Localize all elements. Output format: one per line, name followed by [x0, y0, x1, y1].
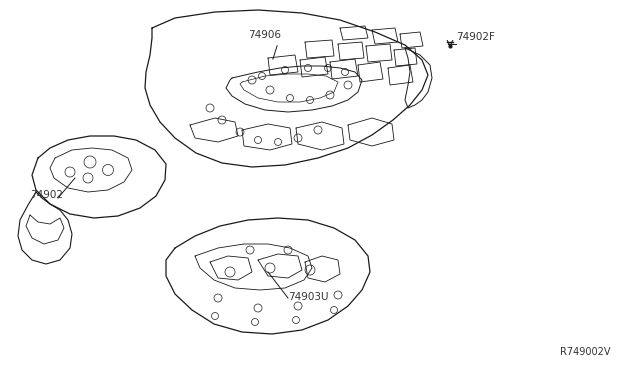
Text: 74906: 74906: [248, 30, 281, 40]
Text: R749002V: R749002V: [560, 347, 611, 357]
Text: 74902F: 74902F: [456, 32, 495, 42]
Text: 74902: 74902: [30, 190, 63, 200]
Text: 74903U: 74903U: [288, 292, 328, 302]
